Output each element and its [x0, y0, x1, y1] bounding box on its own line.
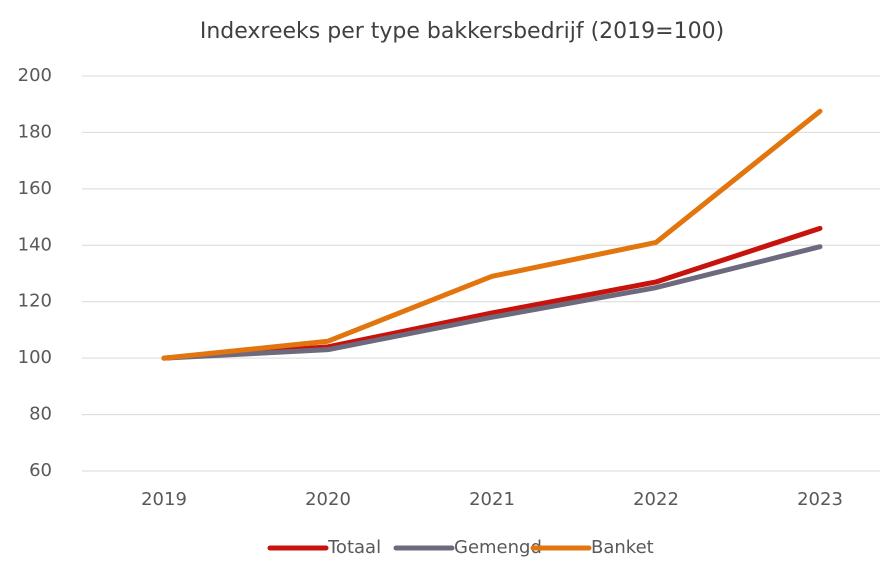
y-tick-label: 100 — [18, 347, 52, 368]
y-tick-label: 160 — [18, 178, 52, 199]
x-tick-label: 2019 — [141, 489, 187, 510]
y-tick-label: 180 — [18, 121, 52, 142]
series-line — [161, 108, 823, 361]
x-tick-label: 2021 — [469, 489, 515, 510]
legend-label: Banket — [591, 537, 654, 558]
y-tick-label: 140 — [18, 234, 52, 255]
x-tick-label: 2020 — [305, 489, 351, 510]
x-tick-label: 2022 — [633, 489, 679, 510]
y-tick-label: 60 — [29, 460, 52, 481]
legend-label: Gemengd — [454, 537, 542, 558]
series-line — [161, 244, 823, 361]
y-tick-label: 120 — [18, 291, 52, 312]
legend-label: Totaal — [327, 537, 381, 558]
y-tick-label: 200 — [18, 65, 52, 86]
y-tick-label: 80 — [29, 404, 52, 425]
chart-title: Indexreeks per type bakkersbedrijf (2019… — [200, 19, 724, 44]
series-line — [161, 225, 823, 361]
x-tick-label: 2023 — [797, 489, 843, 510]
